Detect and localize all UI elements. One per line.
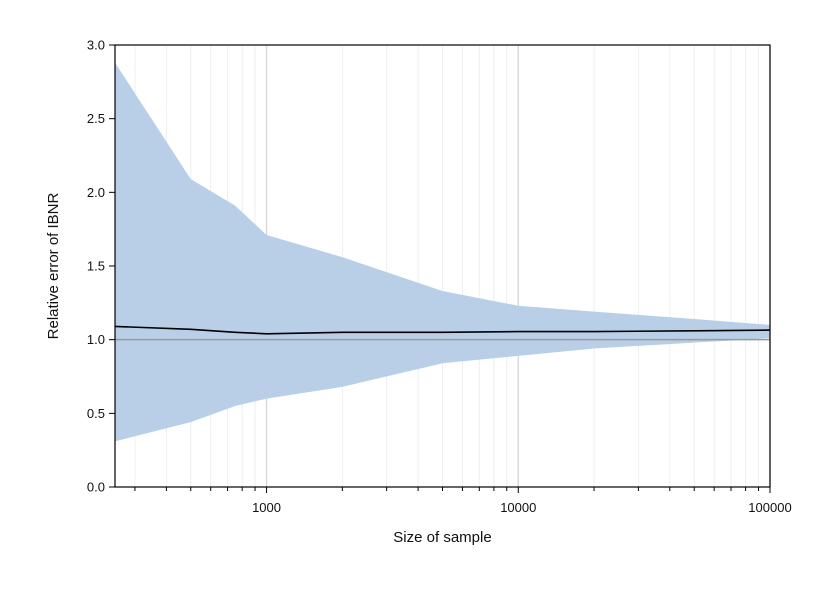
y-tick-label: 2.0 bbox=[87, 185, 105, 200]
x-axis: 1000 10000 100000 bbox=[134, 487, 792, 515]
x-tick-label: 100000 bbox=[748, 500, 791, 515]
y-tick-label: 3.0 bbox=[87, 38, 105, 53]
x-tick-label: 10000 bbox=[500, 500, 536, 515]
y-axis-title: Relative error of IBNR bbox=[45, 192, 62, 339]
mean-relative-error-line bbox=[114, 325, 771, 335]
y-tick-label: 2.5 bbox=[87, 111, 105, 126]
y-tick-label: 1.5 bbox=[87, 259, 105, 274]
error-band bbox=[115, 62, 770, 442]
y-axis: 0.0 0.5 1.0 1.5 2.0 2.5 3.0 bbox=[87, 38, 115, 495]
y-tick-label: 0.5 bbox=[87, 406, 105, 421]
x-tick-label: 1000 bbox=[252, 500, 281, 515]
x-grid bbox=[134, 45, 771, 487]
y-tick-label: 0.0 bbox=[87, 480, 105, 495]
y-tick-label: 1.0 bbox=[87, 332, 105, 347]
x-axis-title: Size of sample bbox=[393, 529, 491, 546]
